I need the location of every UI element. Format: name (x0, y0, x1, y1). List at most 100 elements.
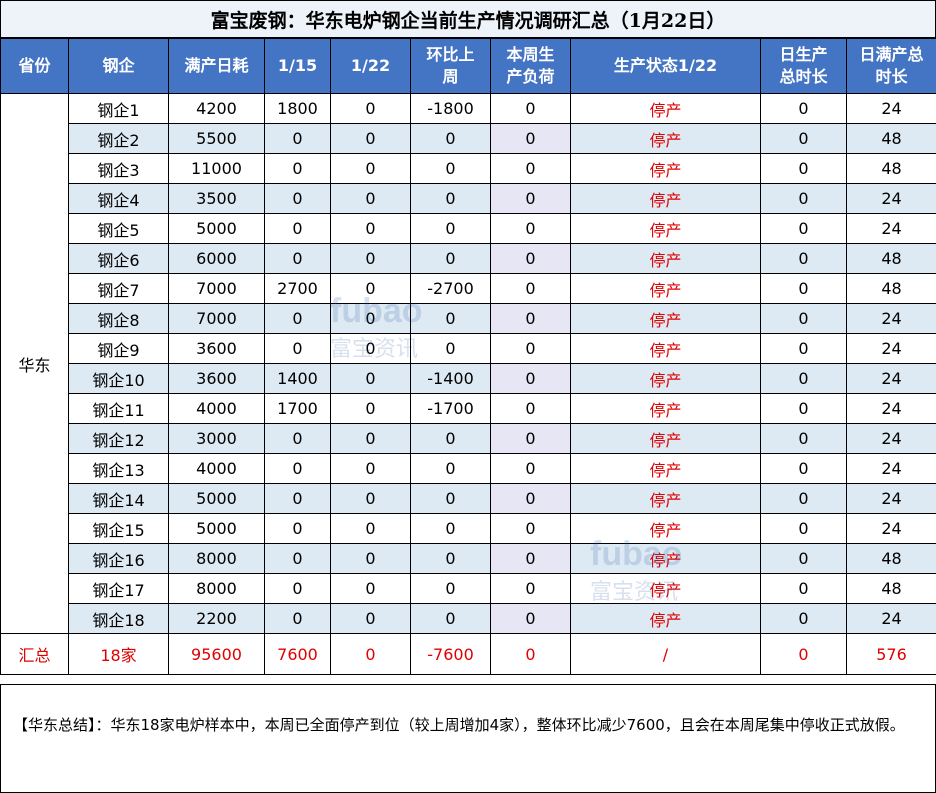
header-capacity: 满产日耗 (168, 38, 265, 94)
jan15-cell: 0 (264, 573, 331, 604)
prod-hours-cell: 0 (760, 363, 847, 394)
jan15-cell: 0 (264, 543, 331, 574)
company-cell: 钢企17 (68, 573, 169, 604)
jan22-cell: 0 (330, 543, 411, 574)
load-cell: 0 (490, 93, 571, 124)
company-cell: 钢企18 (68, 603, 169, 634)
table-row: 钢企11 4000 1700 0 -1700 0 停产 0 24 (1, 393, 936, 424)
header-jan15: 1/15 (264, 38, 331, 94)
table-row: 钢企13 4000 0 0 0 0 停产 0 24 (1, 453, 936, 484)
capacity-cell: 11000 (168, 153, 265, 184)
wow-cell: 0 (410, 183, 491, 214)
capacity-cell: 8000 (168, 573, 265, 604)
company-cell: 钢企5 (68, 213, 169, 244)
jan15-cell: 1400 (264, 363, 331, 394)
wow-cell: 0 (410, 543, 491, 574)
jan15-cell: 0 (264, 453, 331, 484)
full-hours-cell: 48 (846, 543, 936, 574)
capacity-cell: 5500 (168, 123, 265, 154)
wow-cell: 0 (410, 333, 491, 364)
prod-hours-cell: 0 (760, 273, 847, 304)
jan22-cell: 0 (330, 273, 411, 304)
status-cell: 停产 (570, 543, 761, 574)
load-cell: 0 (490, 543, 571, 574)
jan22-cell: 0 (330, 243, 411, 274)
jan22-cell: 0 (330, 453, 411, 484)
wow-cell: 0 (410, 483, 491, 514)
capacity-cell: 4200 (168, 93, 265, 124)
jan22-cell: 0 (330, 123, 411, 154)
wow-cell: 0 (410, 513, 491, 544)
wow-cell: 0 (410, 423, 491, 454)
header-wow: 环比上周 (410, 38, 491, 94)
jan22-cell: 0 (330, 513, 411, 544)
full-hours-cell: 24 (846, 303, 936, 334)
table-row: 华东 钢企1 4200 1800 0 -1800 0 停产 0 24 (0, 93, 936, 634)
load-cell: 0 (490, 303, 571, 334)
jan15-cell: 1800 (264, 93, 331, 124)
jan22-cell: 0 (330, 213, 411, 244)
full-hours-cell: 24 (846, 513, 936, 544)
jan22-cell: 0 (330, 363, 411, 394)
wow-cell: 0 (410, 213, 491, 244)
capacity-cell: 4000 (168, 393, 265, 424)
status-cell: 停产 (570, 513, 761, 544)
summary-note: 【华东总结】：华东18家电炉样本中，本周已全面停产到位（较上周增加4家），整体环… (0, 684, 936, 793)
total-status: / (570, 633, 761, 675)
jan15-cell: 0 (264, 213, 331, 244)
table-body: 华东 钢企1 4200 1800 0 -1800 0 停产 0 24 钢企2 5500 0 0 0 0 停产 0 4… (0, 93, 936, 675)
status-cell: 停产 (570, 153, 761, 184)
table-row: 钢企2 5500 0 0 0 0 停产 0 48 (1, 123, 936, 154)
status-cell: 停产 (570, 423, 761, 454)
load-cell: 0 (490, 603, 571, 634)
status-cell: 停产 (570, 273, 761, 304)
total-load: 0 (490, 633, 571, 675)
company-cell: 钢企6 (68, 243, 169, 274)
jan22-cell: 0 (330, 423, 411, 454)
jan15-cell: 2700 (264, 273, 331, 304)
jan15-cell: 0 (264, 123, 331, 154)
status-cell: 停产 (570, 303, 761, 334)
table-row: 钢企9 3600 0 0 0 0 停产 0 24 (1, 333, 936, 364)
header-status: 生产状态1/22 (570, 38, 761, 94)
prod-hours-cell: 0 (760, 303, 847, 334)
load-cell: 0 (490, 483, 571, 514)
prod-hours-cell: 0 (760, 213, 847, 244)
load-cell: 0 (490, 453, 571, 484)
prod-hours-cell: 0 (760, 543, 847, 574)
capacity-cell: 3600 (168, 333, 265, 364)
company-cell: 钢企12 (68, 423, 169, 454)
table-row: 钢企5 5000 0 0 0 0 停产 0 24 (1, 213, 936, 244)
company-cell: 钢企9 (68, 333, 169, 364)
jan15-cell: 0 (264, 513, 331, 544)
load-cell: 0 (490, 363, 571, 394)
table-row: 钢企4 3500 0 0 0 0 停产 0 24 (1, 183, 936, 214)
wow-cell: -1800 (410, 93, 491, 124)
prod-hours-cell: 0 (760, 573, 847, 604)
load-cell: 0 (490, 213, 571, 244)
prod-hours-cell: 0 (760, 183, 847, 214)
jan22-cell: 0 (330, 483, 411, 514)
status-cell: 停产 (570, 243, 761, 274)
table-row: 钢企16 8000 0 0 0 0 停产 0 48 (1, 543, 936, 574)
status-cell: 停产 (570, 393, 761, 424)
table-row: 钢企6 6000 0 0 0 0 停产 0 48 (1, 243, 936, 274)
wow-cell: 0 (410, 453, 491, 484)
load-cell: 0 (490, 243, 571, 274)
load-cell: 0 (490, 273, 571, 304)
capacity-cell: 2200 (168, 603, 265, 634)
capacity-cell: 8000 (168, 543, 265, 574)
status-cell: 停产 (570, 573, 761, 604)
load-cell: 0 (490, 183, 571, 214)
header-row: 省份 钢企 满产日耗 1/15 1/22 环比上周 本周生产负荷 生产状态1/2… (0, 38, 936, 94)
capacity-cell: 6000 (168, 243, 265, 274)
status-cell: 停产 (570, 123, 761, 154)
prod-hours-cell: 0 (760, 423, 847, 454)
full-hours-cell: 48 (846, 273, 936, 304)
jan15-cell: 0 (264, 243, 331, 274)
prod-hours-cell: 0 (760, 453, 847, 484)
jan15-cell: 0 (264, 183, 331, 214)
report-title: 富宝废钢：华东电炉钢企当前生产情况调研汇总（1月22日） (0, 0, 936, 38)
wow-cell: -1700 (410, 393, 491, 424)
total-full-hours: 576 (846, 633, 936, 675)
